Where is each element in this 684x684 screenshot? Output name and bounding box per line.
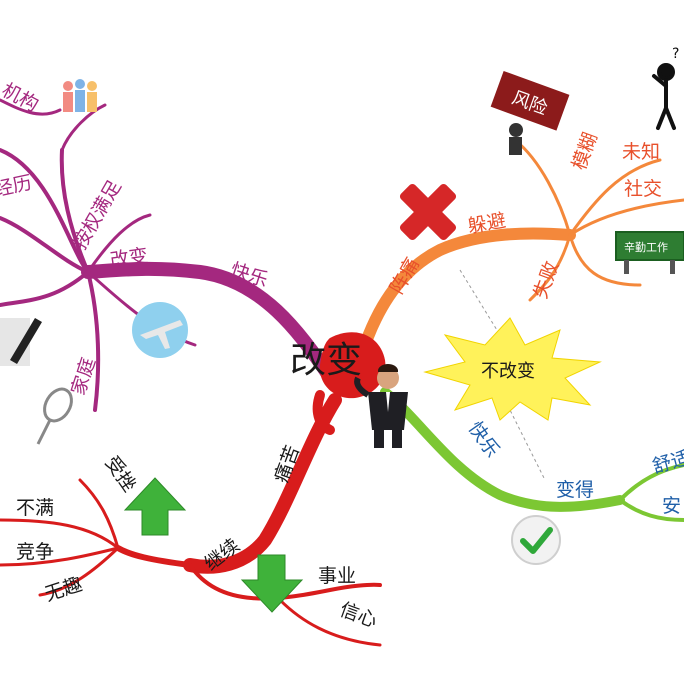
green-item-1: 舒适 — [650, 447, 684, 478]
red-x-icon — [399, 183, 457, 241]
green-branch — [380, 387, 684, 522]
red-item-5: 事业 — [318, 565, 356, 587]
burst-label: 不改变 — [481, 361, 535, 382]
down-arrow-icon — [240, 554, 304, 613]
burst-shape — [423, 317, 602, 421]
green-item-2: 安 — [662, 495, 681, 517]
green-hub-label: 变得 — [556, 479, 594, 501]
sign-board-icon — [615, 231, 684, 274]
red-item-4: 无趣 — [42, 573, 85, 606]
risk-box-icon — [490, 70, 570, 155]
pen-paper-icon — [0, 318, 42, 366]
orange-item-2: 未知 — [622, 141, 660, 163]
orange-item-3: 社交 — [624, 178, 662, 200]
airplane-globe-icon — [132, 302, 188, 358]
red-item-1: 受挫 — [100, 452, 140, 496]
businessman-icon — [354, 364, 408, 448]
orange-item-1: 模糊 — [568, 130, 602, 173]
up-arrow-icon — [123, 477, 187, 536]
purple-item-2: 经历 — [0, 172, 34, 201]
green-main-label: 快乐 — [464, 418, 504, 462]
red-item-3: 竞争 — [16, 541, 54, 563]
people-group-icon — [63, 79, 97, 112]
question-mark-icon: ? — [672, 46, 679, 62]
orange-item-4: 失败 — [530, 258, 564, 301]
purple-branch — [0, 98, 342, 412]
question-figure-icon — [652, 63, 676, 130]
center-label: 改变 — [290, 340, 362, 381]
orange-branch — [354, 138, 684, 366]
center-node — [312, 332, 386, 435]
tennis-racket-icon — [36, 387, 73, 445]
red-item-2: 不满 — [16, 497, 54, 519]
red-item-6: 信心 — [337, 598, 380, 632]
check-circle-icon — [511, 515, 561, 565]
red-branch — [0, 393, 382, 647]
purple-hub-label: 改变 — [109, 245, 150, 272]
purple-item-3: 按权满足 — [69, 177, 126, 254]
sign-board-label: 辛勤工作 — [624, 240, 668, 254]
dashed-connectors — [459, 269, 546, 481]
